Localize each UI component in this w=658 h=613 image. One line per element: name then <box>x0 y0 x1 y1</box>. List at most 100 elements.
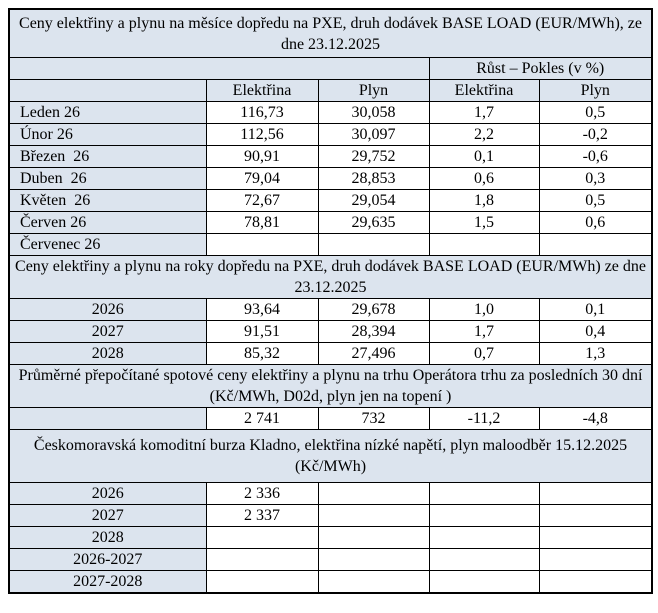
value-plyn: 28,394 <box>317 320 430 343</box>
section-yearly-title-row: Ceny elektřiny a plynu na roky dopředu n… <box>8 255 653 299</box>
row-label: Červenec 26 <box>8 233 207 256</box>
value-growth-plyn: -4,8 <box>538 407 653 430</box>
value-elektrina <box>205 570 319 594</box>
row-label: 2028 <box>8 342 207 365</box>
value-growth-plyn: 0,5 <box>538 189 653 212</box>
value-growth-elektrina: 0,1 <box>428 145 540 168</box>
col-header-elektrina: Elektřina <box>205 79 319 102</box>
value-growth-elektrina <box>428 548 540 571</box>
value-plyn <box>317 526 430 549</box>
row-label: 2027 <box>8 504 207 527</box>
row-label: 2026 <box>8 482 207 505</box>
value-growth-plyn: -0,6 <box>538 145 653 168</box>
value-elektrina: 2 741 <box>205 407 319 430</box>
value-growth-elektrina <box>428 526 540 549</box>
value-plyn: 30,058 <box>317 101 430 124</box>
table-row: 2 741 732 -11,2 -4,8 <box>8 407 653 430</box>
section-spot-title: Průměrné přepočítané spotové ceny elektř… <box>8 364 653 408</box>
col-header-growth-plyn: Plyn <box>538 79 653 102</box>
row-label: 2026-2027 <box>8 548 207 571</box>
column-header-spacer <box>8 79 207 102</box>
value-growth-plyn <box>538 233 653 256</box>
value-elektrina: 2 336 <box>205 482 319 505</box>
value-plyn: 30,097 <box>317 123 430 146</box>
table-row: Červenec 26 <box>8 233 653 256</box>
value-elektrina: 2 337 <box>205 504 319 527</box>
value-growth-elektrina: 1,7 <box>428 320 540 343</box>
value-plyn <box>317 482 430 505</box>
value-elektrina: 90,91 <box>205 145 319 168</box>
table-row: 2027-2028 <box>8 570 653 594</box>
value-growth-plyn: 0,5 <box>538 101 653 124</box>
value-growth-plyn: 0,6 <box>538 211 653 234</box>
value-plyn: 29,752 <box>317 145 430 168</box>
value-plyn <box>317 233 430 256</box>
row-label: 2027-2028 <box>8 570 207 594</box>
value-plyn: 28,853 <box>317 167 430 190</box>
value-elektrina: 85,32 <box>205 342 319 365</box>
table-row: 2027 2 337 <box>8 504 653 527</box>
value-plyn: 29,678 <box>317 298 430 321</box>
value-elektrina: 91,51 <box>205 320 319 343</box>
col-header-plyn: Plyn <box>317 79 430 102</box>
table-row: 2028 85,32 27,496 0,7 1,3 <box>8 342 653 365</box>
value-growth-plyn <box>538 482 653 505</box>
table-row: Březen 26 90,91 29,752 0,1 -0,6 <box>8 145 653 168</box>
value-growth-elektrina: -11,2 <box>428 407 540 430</box>
table-row: 2026 93,64 29,678 1,0 0,1 <box>8 298 653 321</box>
value-growth-elektrina <box>428 233 540 256</box>
section-monthly-title: Ceny elektřiny a plynu na měsíce dopředu… <box>8 8 653 58</box>
value-growth-plyn: 0,1 <box>538 298 653 321</box>
growth-header-spacer <box>8 57 430 80</box>
value-growth-elektrina: 0,6 <box>428 167 540 190</box>
value-plyn: 29,635 <box>317 211 430 234</box>
value-growth-elektrina: 1,5 <box>428 211 540 234</box>
table-row: Únor 26 112,56 30,097 2,2 -0,2 <box>8 123 653 146</box>
row-label: 2026 <box>8 298 207 321</box>
row-label: 2027 <box>8 320 207 343</box>
value-growth-plyn: 0,3 <box>538 167 653 190</box>
value-elektrina <box>205 526 319 549</box>
row-label <box>8 407 207 430</box>
section-monthly-title-row: Ceny elektřiny a plynu na měsíce dopředu… <box>8 8 653 58</box>
table-row: 2026 2 336 <box>8 482 653 505</box>
row-label: 2028 <box>8 526 207 549</box>
value-elektrina: 79,04 <box>205 167 319 190</box>
value-growth-plyn <box>538 504 653 527</box>
value-elektrina <box>205 548 319 571</box>
growth-header-row: Růst – Pokles (v %) <box>8 57 653 80</box>
table-row: 2026-2027 <box>8 548 653 571</box>
row-label: Duben 26 <box>8 167 207 190</box>
value-growth-plyn <box>538 570 653 594</box>
value-plyn <box>317 570 430 594</box>
value-elektrina: 116,73 <box>205 101 319 124</box>
value-plyn: 732 <box>317 407 430 430</box>
value-growth-elektrina: 1,7 <box>428 101 540 124</box>
table-row: Květen 26 72,67 29,054 1,8 0,5 <box>8 189 653 212</box>
table-row: 2028 <box>8 526 653 549</box>
table-row: 2027 91,51 28,394 1,7 0,4 <box>8 320 653 343</box>
row-label: Leden 26 <box>8 101 207 124</box>
value-growth-elektrina <box>428 482 540 505</box>
value-growth-plyn <box>538 548 653 571</box>
section-kladno-title: Českomoravská komoditní burza Kladno, el… <box>8 429 653 483</box>
value-growth-elektrina: 1,8 <box>428 189 540 212</box>
growth-header: Růst – Pokles (v %) <box>428 57 653 80</box>
row-label: Červen 26 <box>8 211 207 234</box>
section-spot-title-row: Průměrné přepočítané spotové ceny elektř… <box>8 364 653 408</box>
value-elektrina: 112,56 <box>205 123 319 146</box>
value-plyn: 29,054 <box>317 189 430 212</box>
value-plyn: 27,496 <box>317 342 430 365</box>
value-growth-elektrina: 2,2 <box>428 123 540 146</box>
value-growth-plyn: -0,2 <box>538 123 653 146</box>
value-elektrina: 72,67 <box>205 189 319 212</box>
section-kladno-title-row: Českomoravská komoditní burza Kladno, el… <box>8 429 653 483</box>
value-plyn <box>317 504 430 527</box>
price-table: Ceny elektřiny a plynu na měsíce dopředu… <box>8 8 654 594</box>
value-growth-elektrina <box>428 570 540 594</box>
col-header-growth-elektrina: Elektřina <box>428 79 540 102</box>
value-growth-plyn <box>538 526 653 549</box>
value-elektrina: 78,81 <box>205 211 319 234</box>
row-label: Květen 26 <box>8 189 207 212</box>
